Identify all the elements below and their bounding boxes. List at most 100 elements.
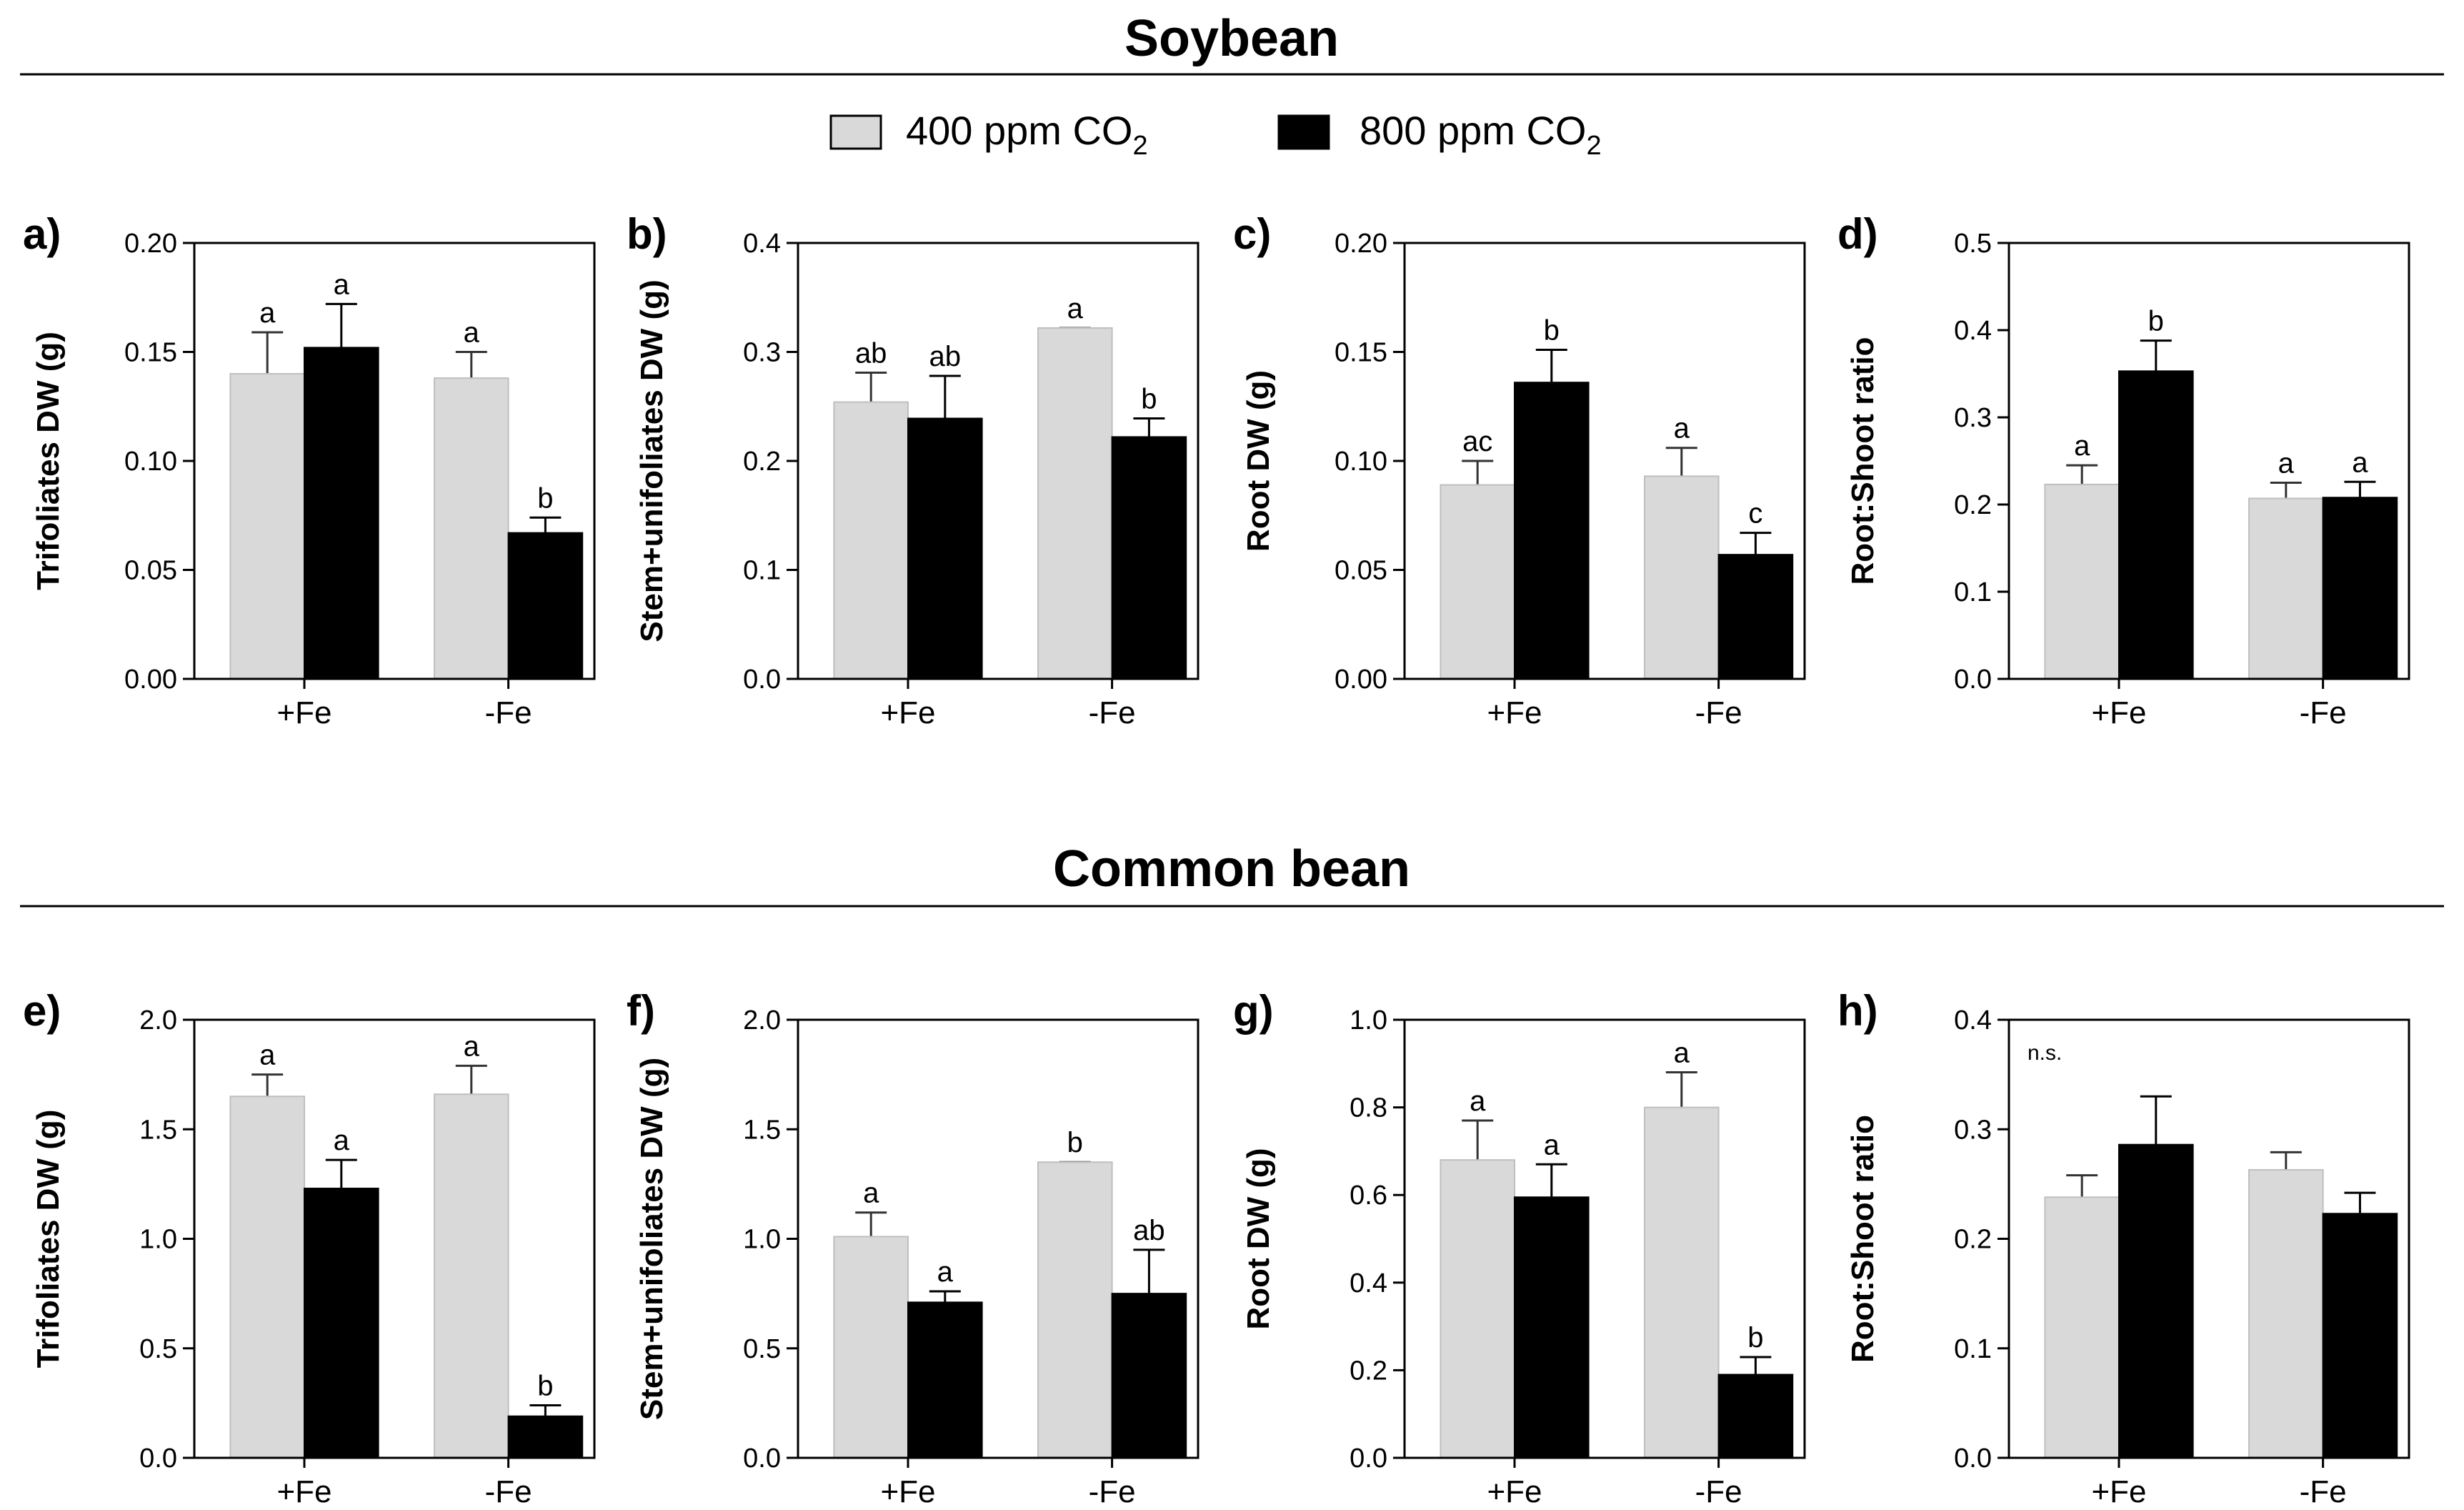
panel-g-bar bbox=[1514, 1196, 1590, 1459]
panel-c-bar bbox=[1644, 475, 1720, 680]
panel-c-ytick-label: 0.20 bbox=[1335, 229, 1387, 259]
panel-a: a) Trifoliates DW (g) 0.00 0.05 0.10 0.15 0.20… bbox=[23, 210, 596, 730]
panel-h-ylabel: Root:Shoot ratio bbox=[1845, 1115, 1880, 1363]
legend-item-800ppm: 800 ppm CO2 bbox=[1277, 108, 1602, 161]
panel-b-frame bbox=[797, 242, 1199, 680]
panel-c-bar bbox=[1514, 382, 1590, 680]
panel-f-bar bbox=[1037, 1161, 1113, 1459]
panel-a-bar bbox=[434, 377, 509, 680]
legend-item-400ppm: 400 ppm CO2 bbox=[829, 108, 1148, 161]
panel-c-sig-label: ac bbox=[1462, 426, 1492, 457]
legend-label-800ppm-text: 800 ppm CO bbox=[1360, 108, 1587, 153]
panel-h-frame bbox=[2007, 1018, 2410, 1459]
panel-f-xtick-label: -Fe bbox=[1089, 1474, 1136, 1509]
panel-d: d) Root:Shoot ratio 0.0 0.1 0.2 0.3 0.4 0.5 a a b a… bbox=[1837, 210, 2410, 730]
panel-b-ytick-label: 0.0 bbox=[743, 665, 781, 695]
panel-g-ylabel: Root DW (g) bbox=[1241, 1148, 1276, 1329]
panel-d-sig-label: a bbox=[2278, 448, 2295, 480]
panel-e-sig-label: a bbox=[464, 1030, 480, 1062]
panel-b-ytick-label: 0.2 bbox=[743, 447, 781, 477]
panel-f-bar bbox=[833, 1236, 909, 1459]
panel-a-xtick-label: -Fe bbox=[485, 695, 532, 730]
panel-b-bar bbox=[833, 401, 909, 680]
panel-g-ytick-label: 0.0 bbox=[1350, 1444, 1387, 1474]
panel-d-sig-label: a bbox=[2074, 430, 2090, 462]
panel-d-xtick-label: +Fe bbox=[2091, 695, 2146, 730]
panel-g-sig-label: a bbox=[1674, 1038, 1690, 1069]
panel-f-ytick-label: 0.0 bbox=[743, 1444, 781, 1474]
panel-g-xtick-label: -Fe bbox=[1695, 1474, 1742, 1509]
legend: 400 ppm CO2 800 ppm CO2 bbox=[829, 108, 1602, 161]
panel-b-ytick-label: 0.3 bbox=[743, 338, 781, 368]
panel-d-ytick-label: 0.4 bbox=[1954, 316, 1992, 346]
section-title-common-bean: Common bean bbox=[1053, 840, 1410, 898]
panel-c-ylabel: Root DW (g) bbox=[1241, 370, 1276, 552]
legend-label-400ppm-text: 400 ppm CO bbox=[906, 108, 1133, 153]
panel-h-annotation: n.s. bbox=[2027, 1041, 2062, 1065]
panel-a-xtick-label: +Fe bbox=[276, 695, 331, 730]
panel-f-ytick-label: 1.5 bbox=[743, 1115, 781, 1145]
panel-g-ytick-label: 0.6 bbox=[1350, 1181, 1387, 1211]
panel-g-frame bbox=[1403, 1018, 1806, 1459]
panel-e-ytick-label: 1.0 bbox=[139, 1225, 177, 1255]
panel-c-ytick-label: 0.15 bbox=[1335, 338, 1387, 368]
panel-h-ytick-label: 0.2 bbox=[1954, 1225, 1992, 1255]
panel-e-xtick-label: +Fe bbox=[276, 1474, 331, 1509]
panel-b-bar bbox=[907, 417, 983, 680]
panel-f-sig-label: ab bbox=[1133, 1215, 1165, 1246]
panel-h-ytick-label: 0.0 bbox=[1954, 1444, 1992, 1474]
panel-c-ytick-label: 0.05 bbox=[1335, 556, 1387, 586]
panel-a-ylabel: Trifoliates DW (g) bbox=[31, 332, 66, 590]
panel-a-sig-label: b bbox=[537, 482, 553, 514]
panel-h: h) Root:Shoot ratio 0.0 0.1 0.2 0.3 0.4 +Fe -Fe n… bbox=[1837, 987, 2410, 1509]
panel-f-bar bbox=[907, 1301, 983, 1459]
panel-c-frame bbox=[1403, 242, 1806, 680]
panel-b-xtick-label: +Fe bbox=[880, 695, 935, 730]
panel-b-bar bbox=[1037, 327, 1113, 680]
panel-d-ytick-label: 0.3 bbox=[1954, 403, 1992, 433]
panel-a-bar bbox=[507, 532, 584, 680]
panel-d-bar bbox=[2044, 483, 2120, 680]
panel-e-ytick-label: 1.5 bbox=[139, 1115, 177, 1145]
panel-d-ytick-label: 0.5 bbox=[1954, 229, 1992, 259]
panel-c-bar bbox=[1440, 484, 1516, 680]
panel-b-sig-label: ab bbox=[929, 341, 962, 372]
panel-h-ytick-label: 0.3 bbox=[1954, 1115, 1992, 1145]
panel-a-ytick-label: 0.15 bbox=[124, 338, 177, 368]
panel-h-bar bbox=[2044, 1196, 2120, 1459]
panel-g-sig-label: a bbox=[1470, 1086, 1486, 1117]
panel-c-bar bbox=[1717, 554, 1794, 680]
panel-f-sig-label: a bbox=[937, 1256, 954, 1288]
panel-d-ytick-label: 0.2 bbox=[1954, 490, 1992, 520]
panel-e-xtick-label: -Fe bbox=[485, 1474, 532, 1509]
panel-b-ytick-label: 0.1 bbox=[743, 556, 781, 586]
panel-d-sig-label: a bbox=[2352, 447, 2368, 478]
legend-label-800ppm: 800 ppm CO2 bbox=[1360, 108, 1602, 161]
panel-d-sig-label: b bbox=[2148, 306, 2164, 337]
panel-e-bar bbox=[304, 1188, 379, 1459]
panel-c-sig-label: c bbox=[1748, 498, 1762, 530]
panel-a-ytick-label: 0.20 bbox=[124, 229, 177, 259]
panel-e-ytick-label: 2.0 bbox=[139, 1005, 177, 1035]
panel-a-sig-label: a bbox=[464, 317, 480, 349]
panel-d-frame bbox=[2007, 242, 2410, 680]
panel-a-sig-label: a bbox=[259, 297, 276, 329]
panel-h-xtick-label: -Fe bbox=[2300, 1474, 2347, 1509]
panel-g-bar bbox=[1440, 1159, 1516, 1459]
panel-d-bar bbox=[2322, 497, 2398, 680]
legend-label-400ppm: 400 ppm CO2 bbox=[906, 108, 1148, 161]
panel-e-bar bbox=[229, 1096, 305, 1459]
panel-b-ylabel: Stem+unifoliates DW (g) bbox=[634, 279, 669, 642]
panel-g-sig-label: a bbox=[1544, 1129, 1560, 1161]
panel-b-ytick-label: 0.4 bbox=[743, 229, 781, 259]
panel-a-sig-label: a bbox=[334, 269, 350, 300]
panel-g-sig-label: b bbox=[1747, 1322, 1763, 1353]
panel-g-label: g) bbox=[1233, 987, 1274, 1035]
panel-h-ytick-label: 0.4 bbox=[1954, 1005, 1992, 1035]
panel-d-ytick-label: 0.1 bbox=[1954, 577, 1992, 607]
legend-swatch-800ppm bbox=[1277, 114, 1330, 150]
panel-c-xtick-label: +Fe bbox=[1487, 695, 1542, 730]
panel-d-label: d) bbox=[1837, 210, 1878, 258]
panel-f-ytick-label: 2.0 bbox=[743, 1005, 781, 1035]
